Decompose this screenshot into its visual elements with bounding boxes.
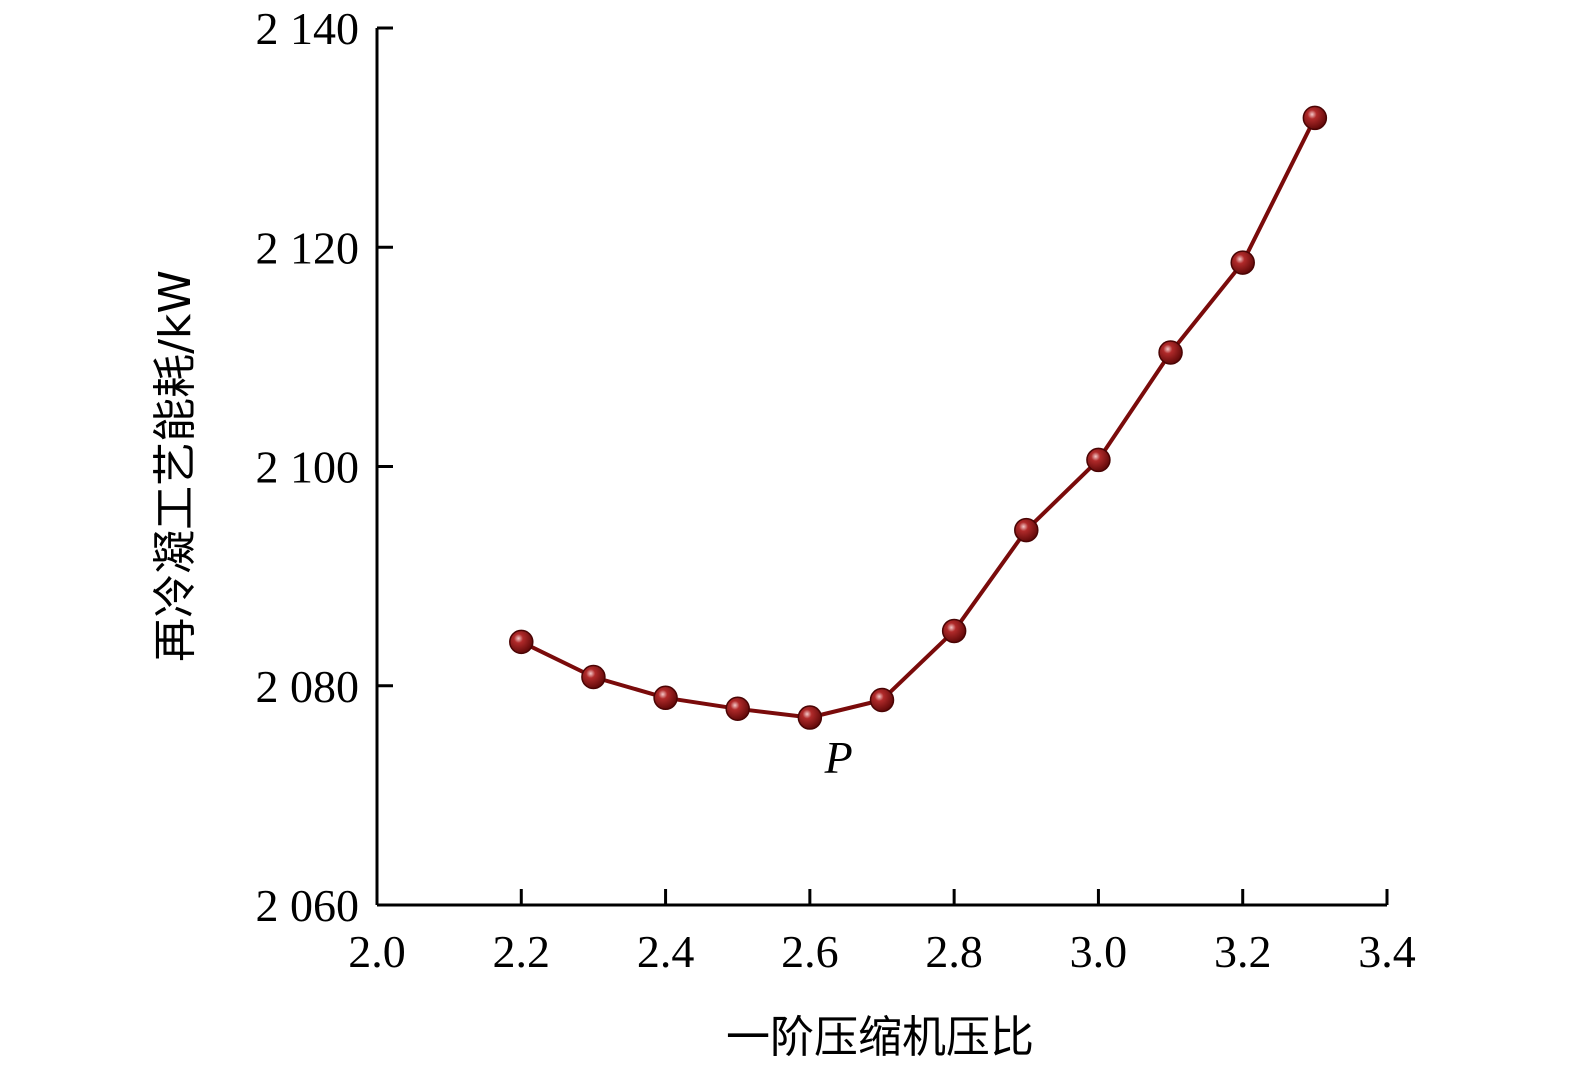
data-point — [1302, 105, 1328, 131]
y-tick-label: 2 100 — [256, 442, 360, 493]
x-tick-label: 3.0 — [1070, 926, 1128, 977]
annotation-layer: P — [824, 732, 853, 783]
data-point — [509, 629, 534, 655]
y-tick-label: 2 080 — [256, 661, 360, 712]
x-tick-label: 2.6 — [781, 926, 839, 977]
x-tick-label: 3.4 — [1358, 926, 1416, 977]
data-point — [869, 687, 895, 713]
x-tick-label: 2.2 — [493, 926, 551, 977]
data-point — [725, 696, 750, 722]
data-point — [941, 618, 967, 644]
series-layer — [509, 105, 1328, 730]
y-tick-label: 2 120 — [256, 222, 360, 273]
data-point — [1230, 250, 1255, 275]
x-ticks: 2.0 2.2 2.4 2.6 2.8 3.0 3.2 3.4 — [348, 889, 1416, 977]
y-tick-label: 2 060 — [256, 880, 360, 931]
y-tick-label: 2 140 — [256, 3, 360, 54]
series-line — [520, 117, 1317, 720]
data-point — [653, 685, 678, 711]
y-ticks: 2 060 2 080 2 100 2 120 2 140 — [256, 3, 393, 931]
x-tick-label: 2.4 — [637, 926, 695, 977]
data-point — [1014, 517, 1039, 543]
x-tick-label: 3.2 — [1214, 926, 1272, 977]
x-axis-title: 一阶压缩机压比 — [726, 1012, 1034, 1063]
data-point — [797, 705, 823, 730]
data-point — [1158, 340, 1183, 365]
data-point — [581, 664, 606, 690]
x-tick-label: 2.0 — [348, 926, 406, 977]
x-tick-label: 2.8 — [925, 926, 983, 977]
data-point — [1086, 447, 1111, 473]
y-axis-title: 再冷凝工艺能耗/kW — [150, 270, 201, 662]
point-annotation: P — [824, 732, 853, 783]
